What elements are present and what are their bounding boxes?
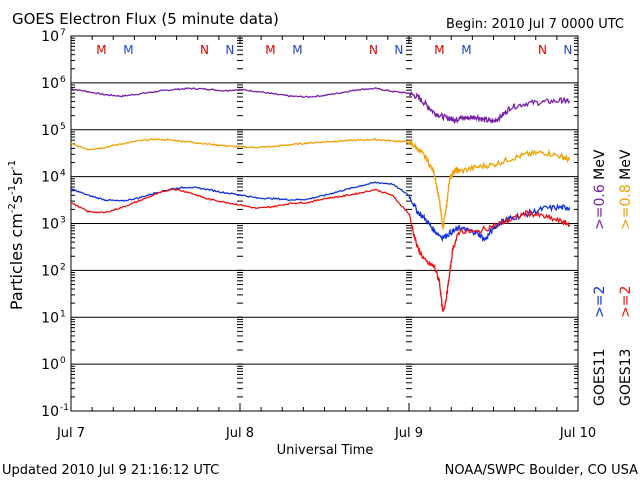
top-marker-11: N bbox=[563, 43, 572, 57]
legend-goes11-06mev: >=0.6 MeV bbox=[592, 149, 608, 230]
updated-timestamp: Updated 2010 Jul 9 21:16:12 UTC bbox=[2, 463, 219, 478]
top-marker-1: M bbox=[123, 43, 133, 57]
y-tick-exponent: 2 bbox=[60, 262, 66, 272]
y-axis-label-main: Particles cm bbox=[7, 213, 26, 310]
series-line-3 bbox=[70, 188, 571, 312]
y-axis-label-mid2: sr bbox=[7, 170, 26, 185]
begin-date: Begin: 2010 Jul 7 0000 UTC bbox=[446, 17, 624, 32]
y-tick-exponent: -1 bbox=[60, 403, 69, 413]
legend-goes13-label: GOES13 bbox=[618, 349, 634, 406]
y-axis-label-sup3: -1 bbox=[7, 160, 18, 170]
y-tick-label: 10 bbox=[41, 76, 59, 92]
x-tick-jul7: Jul 7 bbox=[56, 426, 85, 441]
legend-08-unit: MeV bbox=[618, 149, 634, 180]
y-axis-label-sup1: -2 bbox=[7, 203, 18, 213]
y-tick-exponent: 3 bbox=[60, 216, 66, 226]
y-tick-label: 10 bbox=[41, 310, 59, 326]
y-axis-label-sup2: -1 bbox=[7, 185, 18, 195]
y-tick-exponent: 7 bbox=[60, 28, 66, 38]
legend-goes11-2mev: >=2 bbox=[592, 286, 608, 318]
legend-06-unit: MeV bbox=[592, 149, 608, 180]
series-line-0 bbox=[70, 87, 571, 125]
x-axis-label: Universal Time bbox=[277, 443, 374, 458]
top-marker-0: M bbox=[96, 43, 106, 57]
top-marker-8: M bbox=[434, 43, 444, 57]
top-marker-5: M bbox=[292, 43, 302, 57]
top-marker-9: M bbox=[461, 43, 471, 57]
legend-goes13-2mev: >=2 bbox=[618, 286, 634, 318]
axis-ticks bbox=[71, 36, 578, 412]
top-marker-3: N bbox=[225, 43, 234, 57]
y-axis-label-mid1: s bbox=[7, 195, 26, 203]
top-marker-7: N bbox=[394, 43, 403, 57]
chart-title: GOES Electron Flux (5 minute data) bbox=[12, 10, 279, 28]
legend-06-threshold: >=0.6 bbox=[592, 180, 608, 230]
top-marker-4: M bbox=[265, 43, 275, 57]
y-tick-label: 10 bbox=[41, 170, 59, 186]
y-tick-label: 10 bbox=[41, 263, 59, 279]
y-tick-label: 10 bbox=[41, 217, 59, 233]
y-tick-exponent: 6 bbox=[60, 75, 66, 85]
legend-goes13-08mev: >=0.8 MeV bbox=[618, 149, 634, 230]
y-tick-label: 10 bbox=[41, 404, 59, 420]
x-tick-jul10: Jul 10 bbox=[559, 426, 596, 441]
y-tick-exponent: 0 bbox=[60, 356, 66, 366]
series-line-2 bbox=[70, 181, 571, 243]
top-marker-6: N bbox=[369, 43, 378, 57]
y-axis-label: Particles cm-2s-1sr-1 bbox=[7, 160, 26, 310]
x-tick-jul8: Jul 8 bbox=[225, 426, 254, 441]
top-marker-10: N bbox=[538, 43, 547, 57]
y-tick-label: 10 bbox=[41, 123, 59, 139]
x-tick-jul9: Jul 9 bbox=[394, 426, 423, 441]
legend-08-threshold: >=0.8 bbox=[618, 180, 634, 230]
top-marker-2: N bbox=[200, 43, 209, 57]
y-tick-exponent: 1 bbox=[60, 309, 66, 319]
y-tick-label: 10 bbox=[41, 29, 59, 45]
credit: NOAA/SWPC Boulder, CO USA bbox=[445, 463, 638, 478]
y-tick-label: 10 bbox=[41, 357, 59, 373]
y-tick-exponent: 5 bbox=[60, 122, 66, 132]
y-tick-exponent: 4 bbox=[60, 169, 66, 179]
series-line-1 bbox=[70, 137, 571, 230]
legend-goes11-label: GOES11 bbox=[592, 349, 608, 406]
